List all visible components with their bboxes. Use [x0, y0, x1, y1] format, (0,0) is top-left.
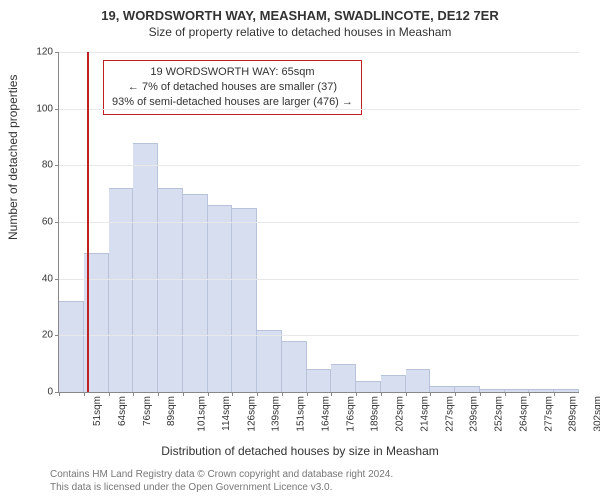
xtick-mark [505, 392, 506, 396]
xtick-mark [480, 392, 481, 396]
gridline [59, 52, 579, 53]
histogram-chart: 19 WORDSWORTH WAY: 65sqm ← 7% of detache… [58, 52, 579, 393]
xtick-label: 126sqm [246, 396, 257, 432]
footer-line2: This data is licensed under the Open Gov… [50, 482, 393, 495]
histogram-bar [480, 389, 505, 392]
xtick-label: 51sqm [92, 396, 103, 426]
histogram-bar [529, 389, 554, 392]
ytick-label: 100 [36, 103, 53, 114]
xtick-label: 264sqm [519, 396, 530, 432]
xtick-mark [307, 392, 308, 396]
y-axis-label: Number of detached properties [6, 75, 20, 240]
xtick-label: 76sqm [142, 396, 153, 426]
xtick-label: 252sqm [494, 396, 505, 432]
marker-line [87, 52, 89, 392]
ytick-mark [55, 335, 59, 336]
page-title: 19, WORDSWORTH WAY, MEASHAM, SWADLINCOTE… [0, 0, 600, 23]
page-subtitle: Size of property relative to detached ho… [0, 23, 600, 39]
xtick-mark [430, 392, 431, 396]
xtick-label: 202sqm [395, 396, 406, 432]
xtick-mark [356, 392, 357, 396]
xtick-label: 302sqm [593, 396, 600, 432]
xtick-label: 214sqm [419, 396, 430, 432]
gridline [59, 279, 579, 280]
xtick-mark [84, 392, 85, 396]
ytick-mark [55, 109, 59, 110]
annotation-line3: 93% of semi-detached houses are larger (… [112, 95, 353, 110]
ytick-label: 60 [42, 217, 53, 228]
xtick-label: 114sqm [221, 396, 232, 431]
xtick-label: 189sqm [370, 396, 381, 432]
xtick-label: 176sqm [345, 396, 356, 432]
xtick-label: 101sqm [197, 396, 208, 432]
xtick-mark [406, 392, 407, 396]
xtick-mark [232, 392, 233, 396]
histogram-bar [282, 341, 307, 392]
gridline [59, 222, 579, 223]
histogram-bar [554, 389, 579, 392]
xtick-mark [282, 392, 283, 396]
xtick-mark [554, 392, 555, 396]
histogram-bar [331, 364, 356, 392]
xtick-label: 277sqm [543, 396, 554, 432]
footer: Contains HM Land Registry data © Crown c… [50, 469, 393, 494]
histogram-bar [183, 194, 208, 392]
annotation-line2: ← 7% of detached houses are smaller (37) [112, 80, 353, 95]
xtick-label: 139sqm [271, 396, 282, 432]
ytick-mark [55, 222, 59, 223]
histogram-bar [307, 369, 332, 392]
ytick-label: 20 [42, 330, 53, 341]
xtick-mark [183, 392, 184, 396]
xtick-label: 151sqm [296, 396, 307, 432]
xtick-mark [133, 392, 134, 396]
histogram-bar [455, 386, 480, 392]
histogram-bar [158, 188, 183, 392]
ytick-label: 80 [42, 160, 53, 171]
xtick-label: 227sqm [444, 396, 455, 432]
xtick-label: 89sqm [166, 396, 177, 426]
histogram-bar [208, 205, 233, 392]
histogram-bar [109, 188, 134, 392]
histogram-bar [59, 301, 84, 392]
gridline [59, 165, 579, 166]
histogram-bar [430, 386, 455, 392]
xtick-mark [109, 392, 110, 396]
xtick-mark [381, 392, 382, 396]
annotation-box: 19 WORDSWORTH WAY: 65sqm ← 7% of detache… [103, 60, 362, 115]
ytick-label: 40 [42, 273, 53, 284]
histogram-bar [406, 369, 431, 392]
annotation-line1: 19 WORDSWORTH WAY: 65sqm [112, 65, 353, 80]
ytick-mark [55, 279, 59, 280]
histogram-bar [257, 330, 282, 392]
xtick-mark [59, 392, 60, 396]
ytick-mark [55, 52, 59, 53]
xtick-mark [529, 392, 530, 396]
histogram-bar [232, 208, 257, 392]
x-axis-label: Distribution of detached houses by size … [0, 444, 600, 458]
xtick-mark [331, 392, 332, 396]
xtick-mark [208, 392, 209, 396]
xtick-mark [257, 392, 258, 396]
footer-line1: Contains HM Land Registry data © Crown c… [50, 469, 393, 482]
xtick-label: 64sqm [117, 396, 128, 426]
xtick-mark [455, 392, 456, 396]
chart-container: 19, WORDSWORTH WAY, MEASHAM, SWADLINCOTE… [0, 0, 600, 500]
gridline [59, 109, 579, 110]
ytick-mark [55, 165, 59, 166]
xtick-mark [158, 392, 159, 396]
ytick-label: 120 [36, 47, 53, 58]
xtick-label: 164sqm [320, 396, 331, 432]
histogram-bar [356, 381, 381, 392]
histogram-bar [505, 389, 530, 392]
histogram-bar [381, 375, 406, 392]
gridline [59, 335, 579, 336]
histogram-bar [133, 143, 158, 392]
ytick-label: 0 [47, 387, 53, 398]
xtick-label: 239sqm [469, 396, 480, 432]
xtick-label: 289sqm [568, 396, 579, 432]
